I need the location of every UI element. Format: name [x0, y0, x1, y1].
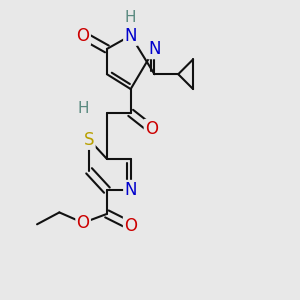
Text: S: S — [84, 130, 94, 148]
Text: O: O — [76, 214, 90, 232]
Text: H: H — [125, 10, 136, 25]
Text: H: H — [77, 101, 89, 116]
Text: O: O — [76, 27, 90, 45]
Text: N: N — [124, 27, 137, 45]
Text: O: O — [145, 120, 158, 138]
Text: N: N — [148, 40, 161, 58]
Text: N: N — [124, 181, 137, 199]
Text: O: O — [124, 217, 137, 235]
